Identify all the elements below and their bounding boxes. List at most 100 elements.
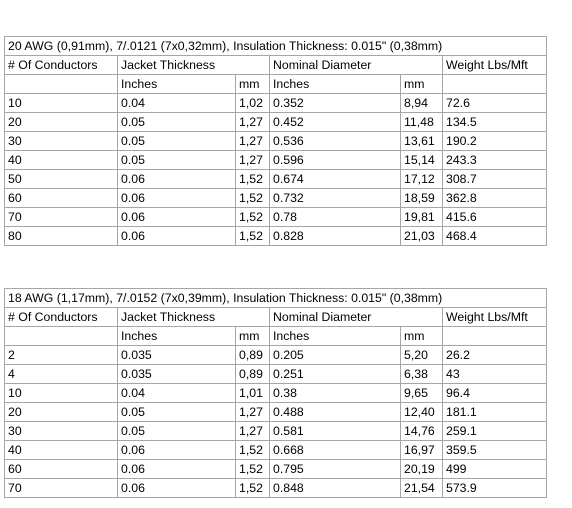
cell-diameter-inches: 0.352 [269,93,401,113]
table-row: 70 0.06 1,52 0.848 21,54 573.9 [4,478,547,498]
cell-diameter-inches: 0.251 [269,364,401,384]
units-jacket-inches: Inches [117,74,236,94]
header-nominal-diameter: Nominal Diameter [269,307,443,327]
cell-jacket-inches: 0.04 [117,93,236,113]
cell-jacket-inches: 0.06 [117,440,236,460]
cell-diameter-inches: 0.488 [269,402,401,422]
cell-diameter-mm2: 6,38 [400,364,443,384]
table-header-row: # Of Conductors Jacket Thickness Nominal… [4,307,547,327]
cell-diameter-mm2: 15,14 [400,150,443,170]
table-title: 18 AWG (1,17mm), 7/.0152 (7x0,39mm), Ins… [4,288,547,308]
cell-diameter-mm2: 21,54 [400,478,443,498]
cell-diameter-mm: 1,27 [235,421,270,441]
cell-diameter-mm: 0,89 [235,345,270,365]
cell-weight: 96.4 [442,383,547,403]
cell-diameter-mm2: 5,20 [400,345,443,365]
cell-jacket-inches: 0.06 [117,226,236,246]
table-row: 10 0.04 1,01 0.38 9,65 96.4 [4,383,547,403]
cell-diameter-mm: 1,27 [235,112,270,132]
cell-diameter-inches: 0.795 [269,459,401,479]
table-row: 30 0.05 1,27 0.536 13,61 190.2 [4,131,547,151]
spec-table-18awg: 18 AWG (1,17mm), 7/.0152 (7x0,39mm), Ins… [4,288,547,498]
table-row: 4 0.035 0,89 0.251 6,38 43 [4,364,547,384]
cell-diameter-inches: 0.536 [269,131,401,151]
header-nominal-diameter: Nominal Diameter [269,55,443,75]
table-row: 40 0.06 1,52 0.668 16,97 359.5 [4,440,547,460]
cell-diameter-mm: 1,01 [235,383,270,403]
cell-weight: 43 [442,364,547,384]
cell-diameter-inches: 0.38 [269,383,401,403]
cell-jacket-inches: 0.05 [117,131,236,151]
spec-table-20awg: 20 AWG (0,91mm), 7/.0121 (7x0,32mm), Ins… [4,36,547,246]
units-diameter-inches: Inches [269,326,401,346]
cell-weight: 362.8 [442,188,547,208]
cell-diameter-mm2: 16,97 [400,440,443,460]
header-jacket-thickness: Jacket Thickness [117,55,270,75]
cell-conductors: 50 [4,169,118,189]
cell-diameter-mm2: 19,81 [400,207,443,227]
cell-diameter-mm: 1,52 [235,440,270,460]
cell-weight: 308.7 [442,169,547,189]
table-units-row: Inches mm Inches mm [4,326,547,346]
table-title: 20 AWG (0,91mm), 7/.0121 (7x0,32mm), Ins… [4,36,547,56]
cell-diameter-mm2: 21,03 [400,226,443,246]
cell-diameter-mm2: 18,59 [400,188,443,208]
cell-conductors: 4 [4,364,118,384]
cell-diameter-mm2: 13,61 [400,131,443,151]
cell-weight: 190.2 [442,131,547,151]
cell-diameter-inches: 0.848 [269,478,401,498]
cell-diameter-inches: 0.674 [269,169,401,189]
cell-conductors: 30 [4,131,118,151]
units-diameter-mm: mm [235,74,270,94]
cell-diameter-inches: 0.205 [269,345,401,365]
table-title-row: 20 AWG (0,91mm), 7/.0121 (7x0,32mm), Ins… [4,36,547,56]
table-body: 20 AWG (0,91mm), 7/.0121 (7x0,32mm), Ins… [4,36,547,246]
units-blank [4,74,118,94]
cell-jacket-inches: 0.05 [117,421,236,441]
cell-jacket-inches: 0.06 [117,169,236,189]
cell-diameter-inches: 0.452 [269,112,401,132]
cell-weight: 415.6 [442,207,547,227]
cell-weight: 468.4 [442,226,547,246]
cell-jacket-inches: 0.04 [117,383,236,403]
cell-diameter-mm2: 9,65 [400,383,443,403]
cell-jacket-inches: 0.06 [117,207,236,227]
cell-conductors: 60 [4,459,118,479]
header-jacket-thickness: Jacket Thickness [117,307,270,327]
cell-diameter-mm2: 14,76 [400,421,443,441]
units-weight-blank [442,74,547,94]
table-row: 20 0.05 1,27 0.488 12,40 181.1 [4,402,547,422]
cell-diameter-mm2: 20,19 [400,459,443,479]
cell-jacket-inches: 0.06 [117,478,236,498]
cell-weight: 259.1 [442,421,547,441]
table-title-row: 18 AWG (1,17mm), 7/.0152 (7x0,39mm), Ins… [4,288,547,308]
cell-diameter-mm: 1,52 [235,478,270,498]
cell-diameter-mm: 1,27 [235,402,270,422]
header-weight: Weight Lbs/Mft [442,55,547,75]
table-row: 40 0.05 1,27 0.596 15,14 243.3 [4,150,547,170]
cell-conductors: 70 [4,207,118,227]
cell-diameter-mm: 1,02 [235,93,270,113]
cell-diameter-mm: 1,52 [235,226,270,246]
cell-conductors: 20 [4,112,118,132]
header-conductors: # Of Conductors [4,55,118,75]
table-row: 50 0.06 1,52 0.674 17,12 308.7 [4,169,547,189]
cell-weight: 72.6 [442,93,547,113]
cell-diameter-inches: 0.732 [269,188,401,208]
cell-diameter-mm: 0,89 [235,364,270,384]
units-weight-blank [442,326,547,346]
cell-conductors: 10 [4,383,118,403]
cell-conductors: 30 [4,421,118,441]
cell-jacket-inches: 0.05 [117,150,236,170]
cell-jacket-inches: 0.06 [117,188,236,208]
table-row: 60 0.06 1,52 0.732 18,59 362.8 [4,188,547,208]
cell-conductors: 40 [4,440,118,460]
cell-jacket-inches: 0.035 [117,364,236,384]
cell-diameter-mm2: 8,94 [400,93,443,113]
cell-diameter-mm: 1,27 [235,131,270,151]
cell-diameter-mm: 1,52 [235,207,270,227]
units-diameter-mm2: mm [400,326,443,346]
cell-jacket-inches: 0.05 [117,402,236,422]
units-diameter-inches: Inches [269,74,401,94]
cell-weight: 243.3 [442,150,547,170]
